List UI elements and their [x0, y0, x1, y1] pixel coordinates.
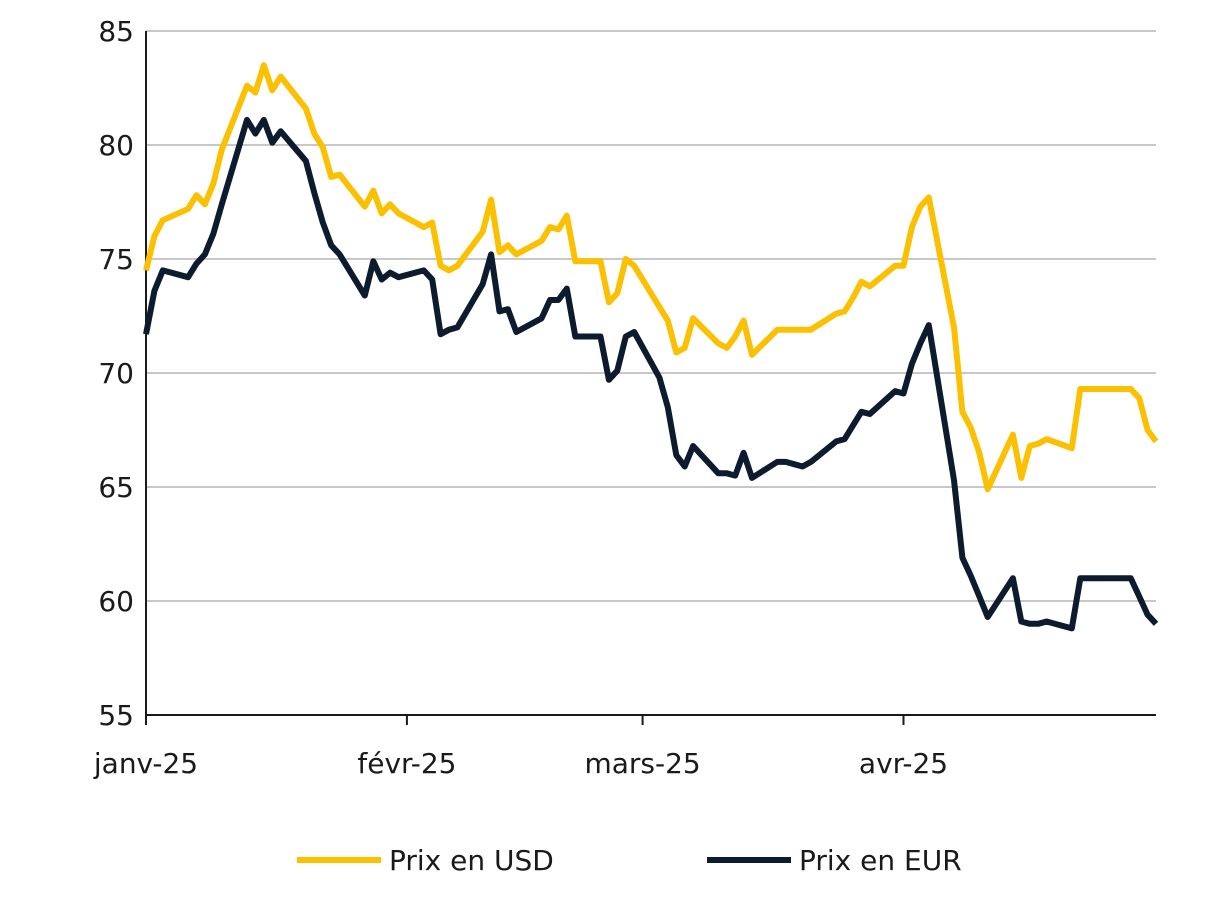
x-tick-label: janv-25: [93, 747, 198, 780]
y-tick-label: 65: [98, 471, 134, 504]
gridlines: [146, 30, 1156, 602]
x-tick-label: avr-25: [859, 747, 948, 780]
y-tick-label: 75: [98, 243, 134, 276]
y-axis-tick-labels: 55 60 65 70 75 80 85: [98, 15, 134, 732]
axes: [145, 31, 1156, 725]
y-tick-label: 70: [98, 357, 134, 390]
y-tick-label: 85: [98, 15, 134, 48]
y-tick-label: 80: [98, 129, 134, 162]
x-axis-tick-labels: janv-25 févr-25 mars-25 avr-25: [93, 747, 948, 780]
y-tick-label: 60: [98, 585, 134, 618]
legend-label: Prix en USD: [389, 844, 554, 877]
legend: Prix en USD Prix en EUR: [297, 844, 962, 877]
series-line-usd: [143, 62, 1159, 493]
y-tick-label: 55: [98, 699, 134, 732]
series-lines: [143, 62, 1159, 632]
x-tick-label: févr-25: [357, 747, 456, 780]
x-tick-label: mars-25: [584, 747, 700, 780]
series-line-eur: [143, 116, 1159, 632]
legend-label: Prix en EUR: [799, 844, 962, 877]
